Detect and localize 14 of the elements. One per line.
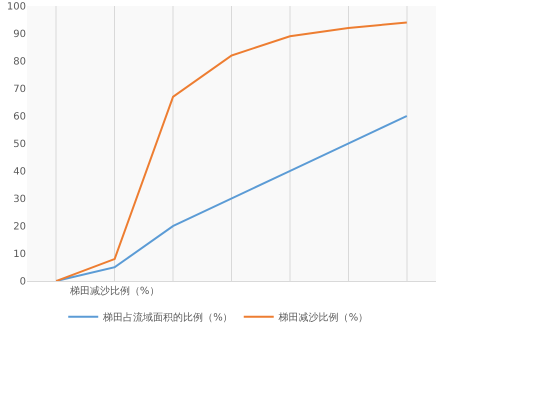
y-tick-label: 100: [6, 2, 26, 12]
legend-label: 梯田占流域面积的比例（%）: [102, 312, 233, 324]
y-tick-label: 20: [13, 222, 26, 232]
line-series: [55, 22, 408, 281]
y-tick-label: 30: [13, 194, 26, 205]
y-tick-label: 40: [13, 166, 26, 178]
y-tick-label: 50: [13, 139, 26, 150]
y-tick-label: 10: [13, 249, 26, 260]
y-tick-label: 80: [13, 56, 26, 68]
y-tick-label: 90: [13, 29, 26, 40]
y-tick-label: 0: [20, 276, 26, 288]
y-tick-label: 70: [13, 84, 26, 95]
legend-label: 梯田减沙比例（%）: [278, 312, 368, 324]
y-tick-label: 60: [13, 112, 26, 122]
